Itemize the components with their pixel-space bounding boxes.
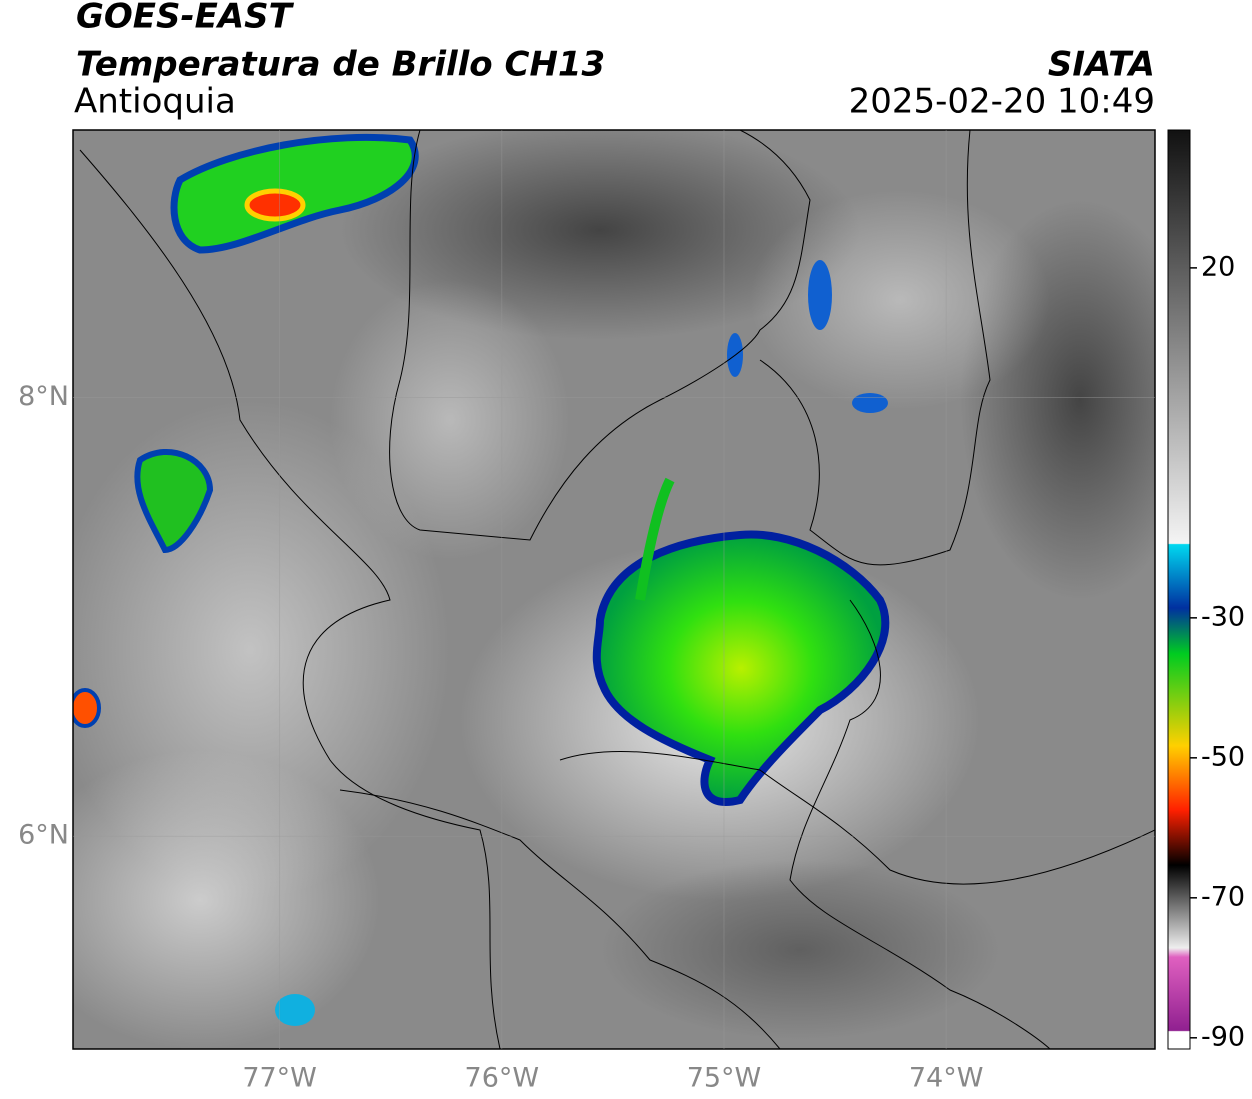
x-tick-label: 74°W: [909, 1063, 984, 1094]
region: Antioquia: [74, 82, 236, 122]
x-tick-label: 77°W: [242, 1063, 317, 1094]
colorbar: [1167, 129, 1191, 1050]
source: SIATA: [1048, 45, 1155, 85]
x-tick-label: 75°W: [687, 1063, 762, 1094]
colorbar-tick-label: 20: [1201, 251, 1235, 282]
y-tick-label: 8°N: [18, 381, 69, 412]
map-frame: [72, 129, 1156, 1050]
colorbar-tick-label: -30: [1201, 601, 1245, 632]
x-tick-label: 76°W: [465, 1063, 540, 1094]
colorbar-tick-label: -70: [1201, 881, 1245, 912]
y-tick-label: 6°N: [18, 820, 69, 851]
subtitle: Temperatura de Brillo CH13: [76, 45, 605, 85]
datetime: 2025-02-20 10:49: [849, 82, 1155, 122]
colorbar-tick-label: -90: [1201, 1021, 1245, 1052]
colorbar-tick-label: -50: [1201, 741, 1245, 772]
map-imagery: [73, 130, 1155, 1049]
title: GOES-EAST: [76, 0, 295, 37]
